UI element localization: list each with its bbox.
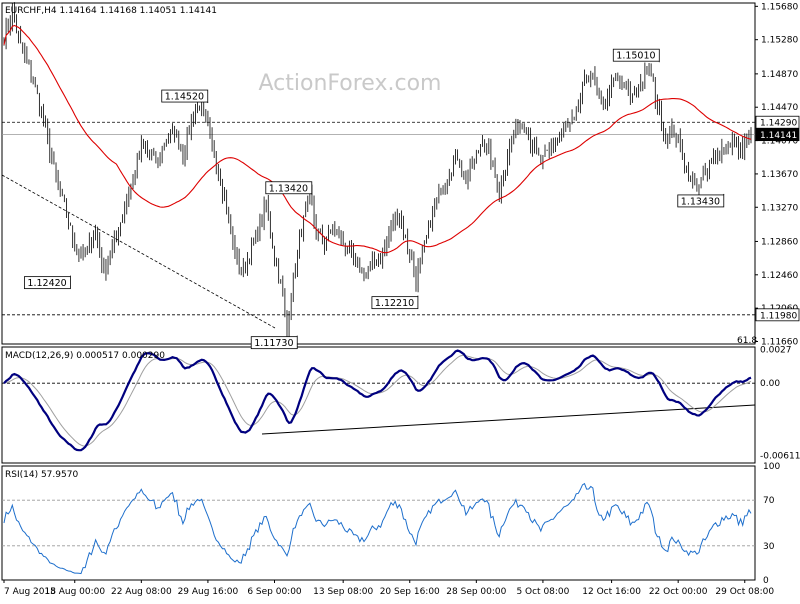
x-tick-label: 6 Sep 00:00 <box>247 587 302 597</box>
x-tick-label: 29 Oct 08:00 <box>715 587 774 597</box>
price-annotations: 1.14520 1.12420 1.13420 1.11730 1.12210 1.150… <box>24 48 725 350</box>
macd-panel-frame <box>1 346 756 464</box>
annotation-box <box>677 194 725 208</box>
level-label-box <box>755 128 800 142</box>
watermark: ActionForex.com <box>259 71 442 96</box>
price-tick-label: 1.12860 <box>761 237 798 247</box>
macd-panel-header: MACD(12,26,9) 0.000517 0.000290 <box>5 351 165 361</box>
price-tick-label: 1.15280 <box>761 36 798 46</box>
annotation-box <box>371 296 419 310</box>
annotation-label: 1.12420 <box>27 278 66 289</box>
price-tick-label: 1.14470 <box>761 103 798 113</box>
price-tick-label: 1.11660 <box>761 337 798 347</box>
annotation-label: 1.14520 <box>165 92 204 103</box>
macd-tick-label: 0.0027 <box>760 345 792 355</box>
level-lines <box>2 121 755 316</box>
candles <box>3 2 752 338</box>
rsi-line <box>3 482 752 575</box>
rsi-tick-label: 70 <box>763 496 775 506</box>
annotation-label: 1.13420 <box>269 183 308 194</box>
x-tick-label: 22 Aug 08:00 <box>111 587 172 597</box>
annotation-box <box>265 181 313 195</box>
fib-label: 61.8 <box>737 336 757 346</box>
x-tick-label: 15 Aug 00:00 <box>44 587 105 597</box>
annotation-box <box>250 336 298 350</box>
macd-tick-label: -0.006114 <box>760 452 800 462</box>
price-tick-label: 1.13670 <box>761 170 798 180</box>
rsi-tick-label: 0 <box>763 576 769 586</box>
axes: 1.15680 1.15280 1.14870 1.14470 1.14070 1.136… <box>3 2 800 597</box>
rsi-panel-frame <box>1 465 756 581</box>
x-tick-label: 7 Aug 2018 <box>4 587 56 597</box>
macd-trendline <box>261 404 756 435</box>
price-tick-label: 1.14070 <box>761 137 798 147</box>
x-tick-label: 29 Aug 16:00 <box>178 587 239 597</box>
level-label-box <box>755 115 800 129</box>
x-tick-label: 20 Sep 16:00 <box>380 587 440 597</box>
x-tick-label: 12 Oct 16:00 <box>582 587 641 597</box>
level-label: 1.14290 <box>760 119 797 129</box>
annotation-label: 1.15010 <box>616 51 655 62</box>
x-tick-label: 28 Sep 00:00 <box>446 587 506 597</box>
price-tick-label: 1.15680 <box>761 2 798 12</box>
level-label: 1.14141 <box>760 131 797 141</box>
rsi-panel-header: RSI(14) 57.9570 <box>5 470 78 480</box>
price-tick-label: 1.12460 <box>761 271 798 281</box>
rsi-tick-label: 100 <box>763 462 780 472</box>
x-tick-label: 5 Oct 08:00 <box>516 587 569 597</box>
annotation-label: 1.11730 <box>254 338 293 349</box>
annotation-box <box>24 276 71 290</box>
macd-tick-label: 0.00 <box>760 379 780 389</box>
price-tick-label: 1.13270 <box>761 203 798 213</box>
price-tick-label: 1.14870 <box>761 70 798 80</box>
annotation-box <box>612 48 660 62</box>
price-trendline <box>1 174 276 329</box>
annotation-label: 1.12210 <box>375 298 414 309</box>
x-tick-label: 22 Oct 00:00 <box>649 587 708 597</box>
level-label: 1.11980 <box>760 311 797 321</box>
price-panel-header: EURCHF,H4 1.14164 1.14168 1.14051 1.1414… <box>5 6 217 16</box>
moving-average-line <box>3 24 752 254</box>
trend-lines <box>1 174 756 547</box>
x-tick-label: 13 Sep 08:00 <box>313 587 373 597</box>
annotation-label: 1.13430 <box>681 196 720 207</box>
annotation-box <box>161 89 209 103</box>
rsi-tick-label: 30 <box>763 542 775 552</box>
level-label-box <box>755 308 800 322</box>
macd-line <box>3 349 752 452</box>
macd-signal-line <box>3 354 752 447</box>
